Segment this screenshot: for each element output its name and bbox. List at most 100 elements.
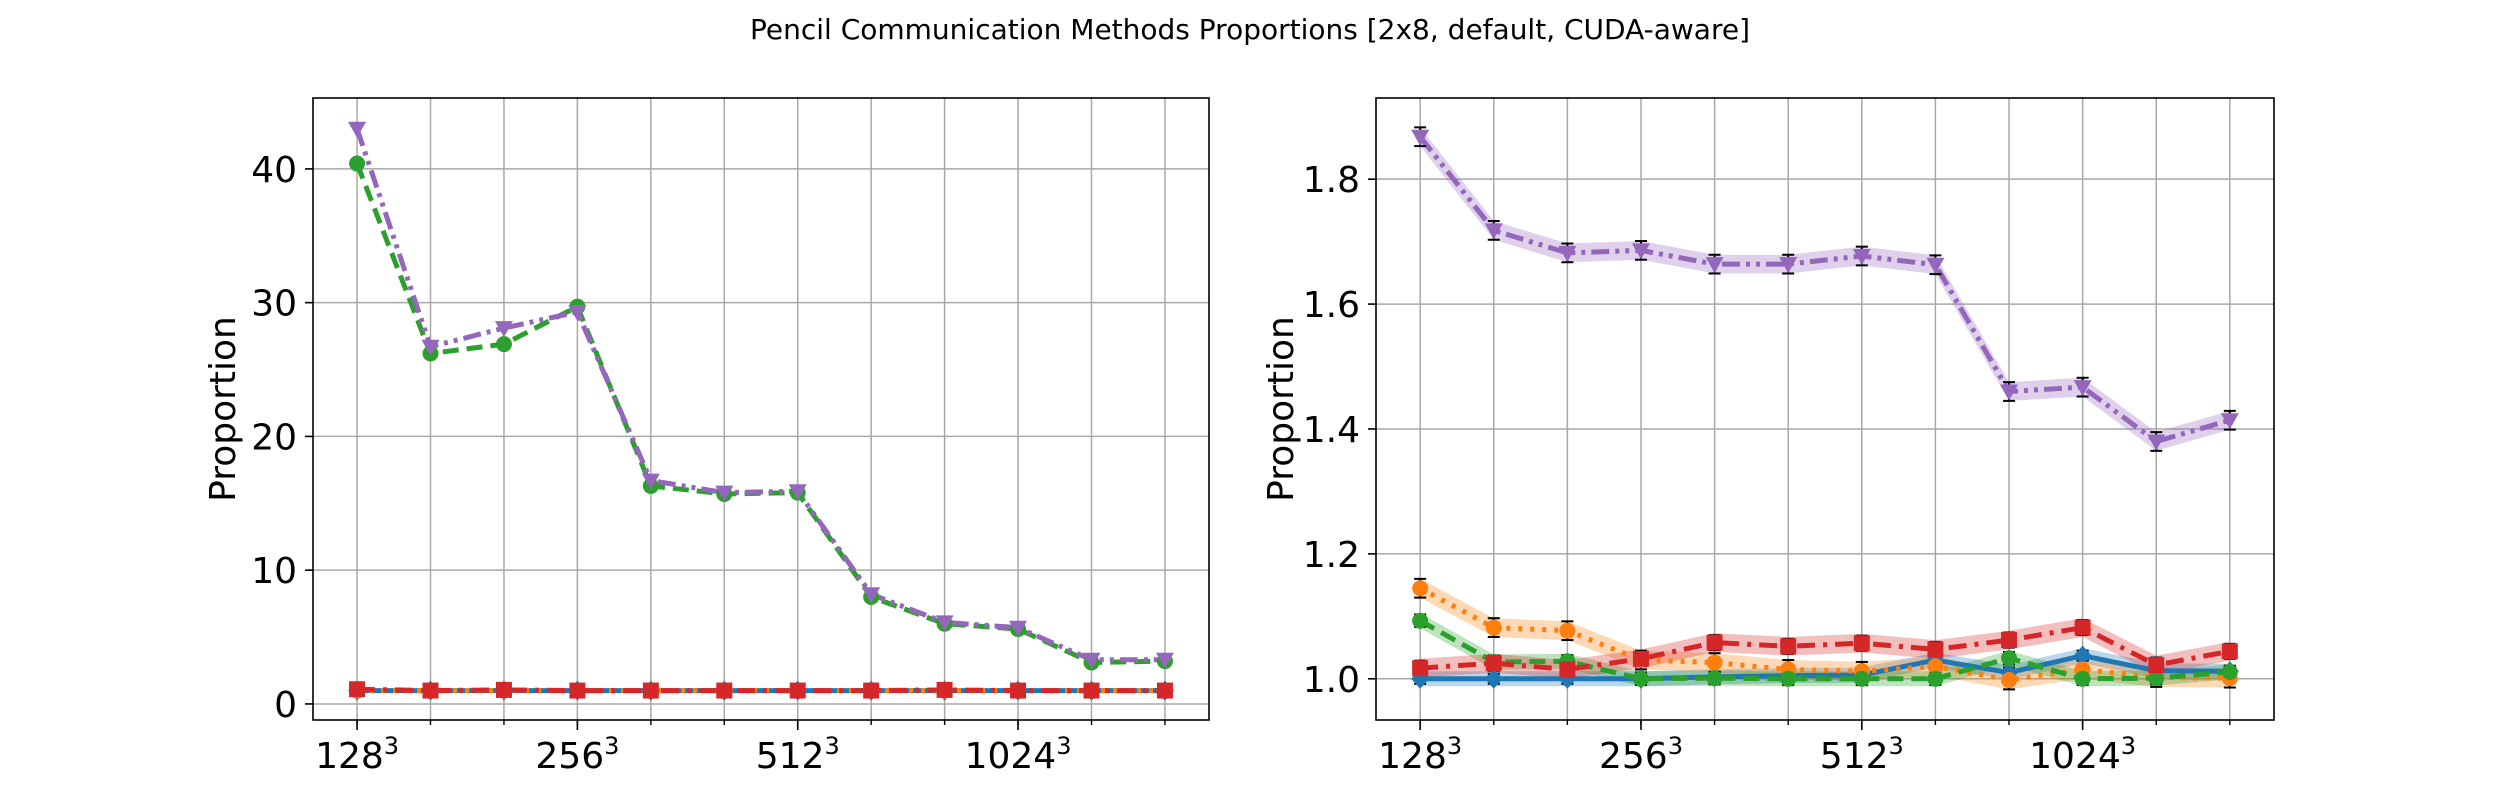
x-tick-label: 10243: [965, 732, 1072, 777]
purple-series-point: [862, 587, 881, 604]
purple-series-point: [421, 339, 440, 356]
red-series-point: [569, 682, 586, 699]
red-series-point: [349, 681, 366, 698]
x-tick-label: 5123: [1820, 732, 1904, 777]
red-series-point: [936, 681, 953, 698]
red-series-point: [716, 682, 733, 699]
green-series-point: [1927, 670, 1944, 687]
y-tick-label: 1.6: [1303, 285, 1360, 326]
blue-series-line: [1420, 653, 2230, 682]
red-series-point: [1010, 682, 1027, 699]
purple-series-point: [2000, 384, 2019, 401]
purple-series-point: [1631, 243, 1650, 260]
orange-series-line: [1418, 586, 2230, 683]
purple-series-point: [1926, 257, 1945, 274]
red-series-point: [1485, 655, 1502, 672]
x-tick-label: 10243: [2029, 732, 2136, 777]
red-series-point: [2148, 657, 2165, 674]
red-series-point: [2001, 632, 2018, 649]
y-tick-label: 20: [251, 417, 297, 458]
x-tick-label: 1283: [315, 732, 399, 777]
purple-series-point: [1779, 257, 1798, 274]
green-series-point: [2148, 670, 2165, 687]
orange-series-point: [2001, 672, 2018, 689]
red-series-point: [1927, 641, 1944, 658]
right-panel: 1.0 1.2 1.4 1.6 1.8 1283 2563 5123 10243 Proporti…: [1261, 97, 2275, 777]
red-series-point: [2221, 643, 2238, 660]
red-series-point: [1706, 634, 1723, 651]
chart-title: Pencil Communication Methods Proportions…: [750, 13, 1750, 46]
x-tick-label: 2563: [535, 732, 619, 777]
left-panel: 0 10 20 30 40 1283 2563 5123 10243 Proportion: [203, 97, 1210, 777]
red-series-point: [789, 682, 806, 699]
red-series-point: [422, 682, 439, 699]
red-series-line: [1419, 625, 2231, 672]
purple-series-point: [568, 305, 587, 322]
orange-series-point: [1559, 622, 1576, 639]
axes-frame: [312, 97, 1210, 721]
red-series-point: [1083, 682, 1100, 699]
purple-series-point: [2147, 434, 2166, 451]
green-series-point: [349, 155, 366, 172]
orange-series-point: [1927, 658, 1944, 675]
red-series-point: [1412, 660, 1429, 677]
green-series-point: [2221, 663, 2238, 680]
green-series-point: [2001, 650, 2018, 667]
red-series-point: [642, 682, 659, 699]
red-series-point: [863, 682, 880, 699]
red-series-point: [1853, 635, 1870, 652]
orange-series-point: [1485, 619, 1502, 636]
blue-series-point: [2073, 645, 2092, 666]
orange-series-point: [1706, 654, 1723, 671]
purple-series-line: [1418, 135, 2231, 444]
green-series-point: [495, 336, 512, 353]
purple-series-point: [348, 121, 367, 138]
purple-series-point: [1155, 652, 1174, 669]
axes-frame: [1375, 97, 2275, 721]
green-series-point: [1853, 670, 1870, 687]
y-tick-label: 1.2: [1303, 535, 1360, 576]
green-series-point: [2074, 670, 2091, 687]
y-tick-label: 1.8: [1303, 160, 1360, 201]
red-series-point: [1780, 638, 1797, 655]
purple-series-point: [788, 484, 807, 501]
purple-series-point: [1484, 223, 1503, 240]
purple-series-point: [1082, 652, 1101, 669]
red-series-point: [2074, 619, 2091, 636]
x-tick-label: 1283: [1378, 732, 1462, 777]
y-tick-label: 0: [274, 685, 297, 726]
x-tick-label: 2563: [1599, 732, 1683, 777]
green-series-point: [1632, 670, 1649, 687]
red-series-point: [1156, 682, 1173, 699]
purple-series-point: [2073, 380, 2092, 397]
purple-series-point: [1852, 248, 1871, 265]
purple-series-point: [1705, 257, 1724, 274]
y-tick-label: 40: [251, 150, 297, 191]
red-series-point: [1559, 661, 1576, 678]
y-tick-label: 10: [251, 551, 297, 592]
purple-series-point: [2220, 413, 2239, 430]
green-series-line: [1418, 618, 2231, 682]
orange-series-point: [1412, 580, 1429, 597]
y-tick-label: 1.0: [1303, 660, 1360, 701]
purple-series-point: [1009, 620, 1028, 637]
purple-series-point: [715, 485, 734, 502]
purple-series-point: [935, 615, 954, 632]
blue-series-point: [1484, 668, 1503, 689]
purple-series-point: [1558, 245, 1577, 262]
y-axis-label: Proportion: [1261, 316, 1302, 502]
purple-series-line: [354, 127, 1165, 663]
red-series-point: [495, 681, 512, 698]
purple-series-point: [641, 473, 660, 490]
purple-series-point: [1411, 129, 1430, 146]
green-series-point: [1780, 670, 1797, 687]
red-series-line: [357, 686, 1165, 694]
green-series-point: [1412, 612, 1429, 629]
y-tick-label: 30: [251, 284, 297, 325]
purple-series-point: [494, 321, 513, 338]
x-tick-label: 5123: [756, 732, 840, 777]
red-series-point: [1632, 650, 1649, 667]
y-tick-label: 1.4: [1303, 410, 1360, 451]
green-series-point: [1706, 670, 1723, 687]
